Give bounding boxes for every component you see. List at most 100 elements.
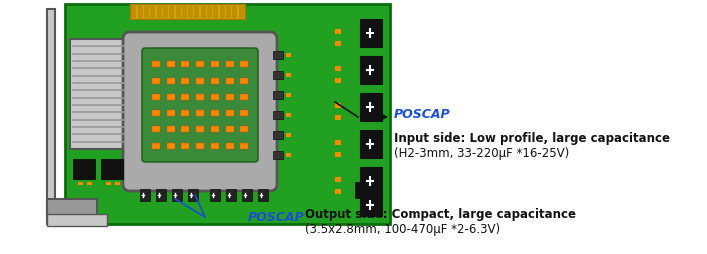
Bar bbox=[151, 7, 156, 19]
Bar bbox=[196, 78, 204, 84]
Bar bbox=[156, 189, 166, 201]
Bar bbox=[181, 94, 189, 101]
Bar bbox=[211, 94, 218, 101]
Bar bbox=[152, 111, 160, 117]
Bar bbox=[188, 7, 193, 19]
Bar bbox=[214, 7, 218, 19]
Bar bbox=[181, 62, 189, 68]
Bar bbox=[360, 94, 382, 121]
Text: (H2-3mm, 33-220μF *16-25V): (H2-3mm, 33-220μF *16-25V) bbox=[394, 146, 569, 159]
Bar bbox=[273, 151, 283, 159]
Bar bbox=[240, 62, 248, 68]
Bar bbox=[360, 194, 382, 216]
Bar bbox=[360, 131, 382, 158]
Bar bbox=[239, 7, 244, 19]
Text: Input side: Low profile, large capacitance: Input side: Low profile, large capacitan… bbox=[394, 132, 670, 145]
Bar bbox=[181, 78, 189, 84]
Bar bbox=[226, 7, 231, 19]
Bar bbox=[47, 10, 55, 219]
Bar bbox=[140, 189, 150, 201]
Bar bbox=[101, 159, 123, 179]
Bar bbox=[130, 5, 245, 20]
Bar bbox=[211, 111, 218, 117]
Bar bbox=[70, 40, 128, 149]
Bar bbox=[286, 153, 291, 157]
Bar bbox=[335, 67, 341, 72]
Bar bbox=[286, 74, 291, 78]
Bar bbox=[181, 127, 189, 133]
Bar bbox=[335, 30, 341, 35]
Bar bbox=[47, 214, 107, 226]
Bar bbox=[47, 199, 97, 224]
Text: (3.5x2.8mm, 100-470μF *2-6.3V): (3.5x2.8mm, 100-470μF *2-6.3V) bbox=[305, 222, 500, 235]
Bar bbox=[196, 94, 204, 101]
Bar bbox=[167, 62, 175, 68]
Bar bbox=[286, 54, 291, 58]
Bar bbox=[355, 182, 373, 198]
Bar bbox=[240, 78, 248, 84]
Bar bbox=[258, 189, 268, 201]
Bar bbox=[181, 111, 189, 117]
Bar bbox=[240, 127, 248, 133]
Bar bbox=[226, 62, 233, 68]
Bar bbox=[360, 57, 382, 85]
Bar bbox=[211, 62, 218, 68]
Bar bbox=[152, 143, 160, 149]
Bar bbox=[156, 7, 162, 19]
Bar bbox=[167, 111, 175, 117]
Bar bbox=[201, 7, 206, 19]
Bar bbox=[335, 177, 341, 182]
Bar bbox=[335, 152, 341, 157]
Bar bbox=[152, 127, 160, 133]
Bar bbox=[144, 7, 149, 19]
Bar bbox=[78, 182, 83, 185]
Bar bbox=[132, 7, 136, 19]
Bar bbox=[335, 189, 341, 194]
Bar bbox=[335, 42, 341, 47]
Bar bbox=[211, 127, 218, 133]
Bar bbox=[335, 116, 341, 121]
Bar bbox=[73, 159, 95, 179]
Bar bbox=[196, 111, 204, 117]
Bar bbox=[196, 62, 204, 68]
Bar bbox=[360, 20, 382, 48]
Bar bbox=[273, 92, 283, 100]
Bar bbox=[286, 133, 291, 137]
Bar bbox=[335, 79, 341, 84]
Bar bbox=[106, 182, 111, 185]
Bar bbox=[196, 127, 204, 133]
FancyBboxPatch shape bbox=[142, 49, 258, 162]
Bar bbox=[163, 7, 168, 19]
Bar bbox=[273, 72, 283, 80]
Bar bbox=[194, 7, 199, 19]
Bar bbox=[226, 189, 236, 201]
Bar bbox=[273, 132, 283, 139]
Bar bbox=[181, 143, 189, 149]
Bar bbox=[167, 127, 175, 133]
Text: POSCAP: POSCAP bbox=[394, 108, 450, 121]
Bar bbox=[152, 62, 160, 68]
Bar bbox=[286, 114, 291, 118]
Bar bbox=[138, 7, 143, 19]
Bar bbox=[188, 189, 198, 201]
Bar bbox=[233, 7, 238, 19]
Bar bbox=[220, 7, 225, 19]
Bar bbox=[182, 7, 187, 19]
Bar bbox=[211, 143, 218, 149]
Bar bbox=[167, 78, 175, 84]
Bar bbox=[87, 182, 92, 185]
Bar bbox=[152, 78, 160, 84]
Text: POSCAP: POSCAP bbox=[248, 211, 305, 224]
Bar bbox=[172, 189, 182, 201]
Bar bbox=[115, 182, 120, 185]
Bar bbox=[207, 7, 212, 19]
Bar bbox=[226, 143, 233, 149]
Bar bbox=[240, 111, 248, 117]
Bar bbox=[169, 7, 174, 19]
Bar bbox=[335, 140, 341, 146]
Bar bbox=[196, 143, 204, 149]
Bar bbox=[65, 5, 390, 224]
Bar bbox=[286, 94, 291, 98]
Bar bbox=[273, 52, 283, 60]
Bar bbox=[360, 167, 382, 195]
